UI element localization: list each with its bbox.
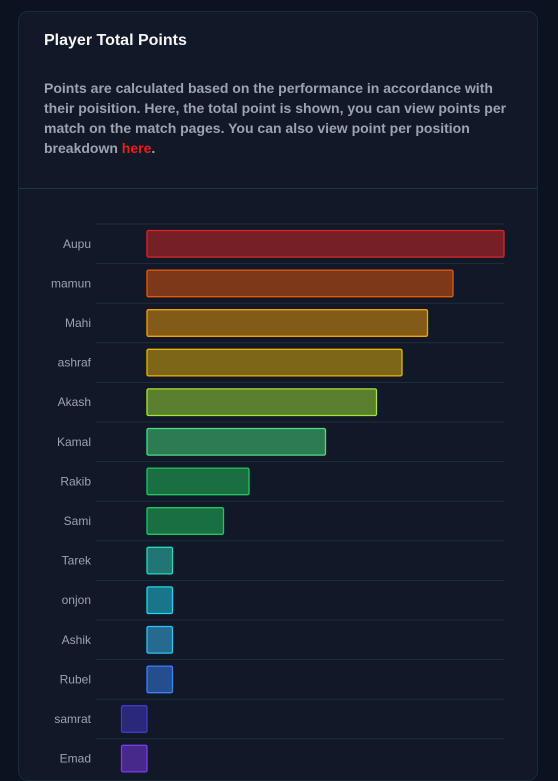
bar-rubel[interactable] [146,665,174,694]
bar-ashraf[interactable] [146,348,403,377]
bar-akash[interactable] [146,388,378,417]
bar-rakib[interactable] [146,467,250,496]
bar-mamun[interactable] [146,269,454,298]
bar-samrat[interactable] [120,705,148,733]
y-tick-label: Ashik [62,633,92,647]
points-bar-chart: Aupu mamun Mahi ashraf Akash Kamal Rakib Sami Ta… [51,223,505,773]
card-description: Points are calculated based on the perfo… [44,78,524,158]
bar-tarek[interactable] [146,546,174,575]
description-text: Points are calculated based on the perfo… [44,80,507,156]
position-breakdown-link[interactable]: here [121,140,152,156]
player-points-card: Player Total Points Points are calculate… [18,11,538,781]
y-tick-label: Tarek [62,554,92,568]
bar-kamal[interactable] [146,427,327,456]
bar-onjon[interactable] [146,586,174,615]
divider [19,188,537,189]
bar-sami[interactable] [146,507,225,535]
y-tick-label: Sami [64,514,91,528]
y-tick-label: samrat [54,712,91,726]
y-tick-label: Aupu [63,237,91,251]
y-tick-label: onjon [62,593,91,607]
y-tick-label: Kamal [57,435,91,449]
y-tick-label: Mahi [65,316,91,330]
y-tick-label: mamun [51,276,91,290]
bar-ashik[interactable] [146,625,174,654]
y-tick-label: Rubel [60,672,91,686]
y-tick-label: Akash [58,395,91,409]
card-title: Player Total Points [44,32,187,49]
bar-mahi[interactable] [146,309,429,337]
y-tick-label: Emad [60,752,91,766]
y-tick-label: ashraf [58,356,92,370]
y-tick-label: Rakib [60,474,91,488]
description-end: . [151,140,156,156]
bar-aupu[interactable] [146,229,505,258]
